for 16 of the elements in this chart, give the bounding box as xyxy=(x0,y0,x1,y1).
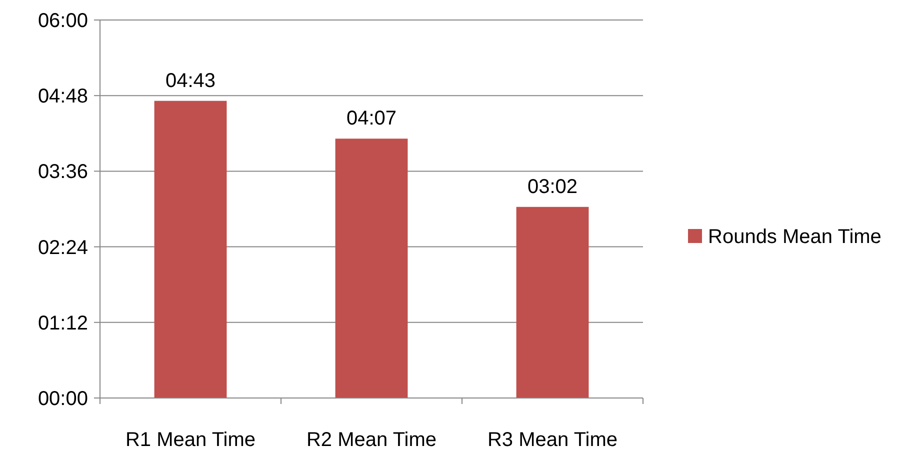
y-tick-label: 03:36 xyxy=(38,161,88,184)
y-tick-label: 01:12 xyxy=(38,312,88,334)
bar xyxy=(335,138,408,398)
data-label: 04:43 xyxy=(165,70,216,92)
x-tick-label: R1 Mean Time xyxy=(125,429,256,451)
bar xyxy=(516,206,589,398)
data-label: 04:07 xyxy=(346,108,397,130)
bar xyxy=(154,100,227,398)
x-tick-label: R3 Mean Time xyxy=(487,429,618,451)
x-tick-label: R2 Mean Time xyxy=(306,429,437,451)
y-tick-label: 02:24 xyxy=(38,236,88,259)
y-tick-label: 04:48 xyxy=(38,86,88,108)
data-label: 03:02 xyxy=(527,176,578,198)
y-tick-label: 00:00 xyxy=(38,388,88,410)
y-tick-label: 06:00 xyxy=(38,10,88,32)
legend-label: Rounds Mean Time xyxy=(708,226,882,248)
